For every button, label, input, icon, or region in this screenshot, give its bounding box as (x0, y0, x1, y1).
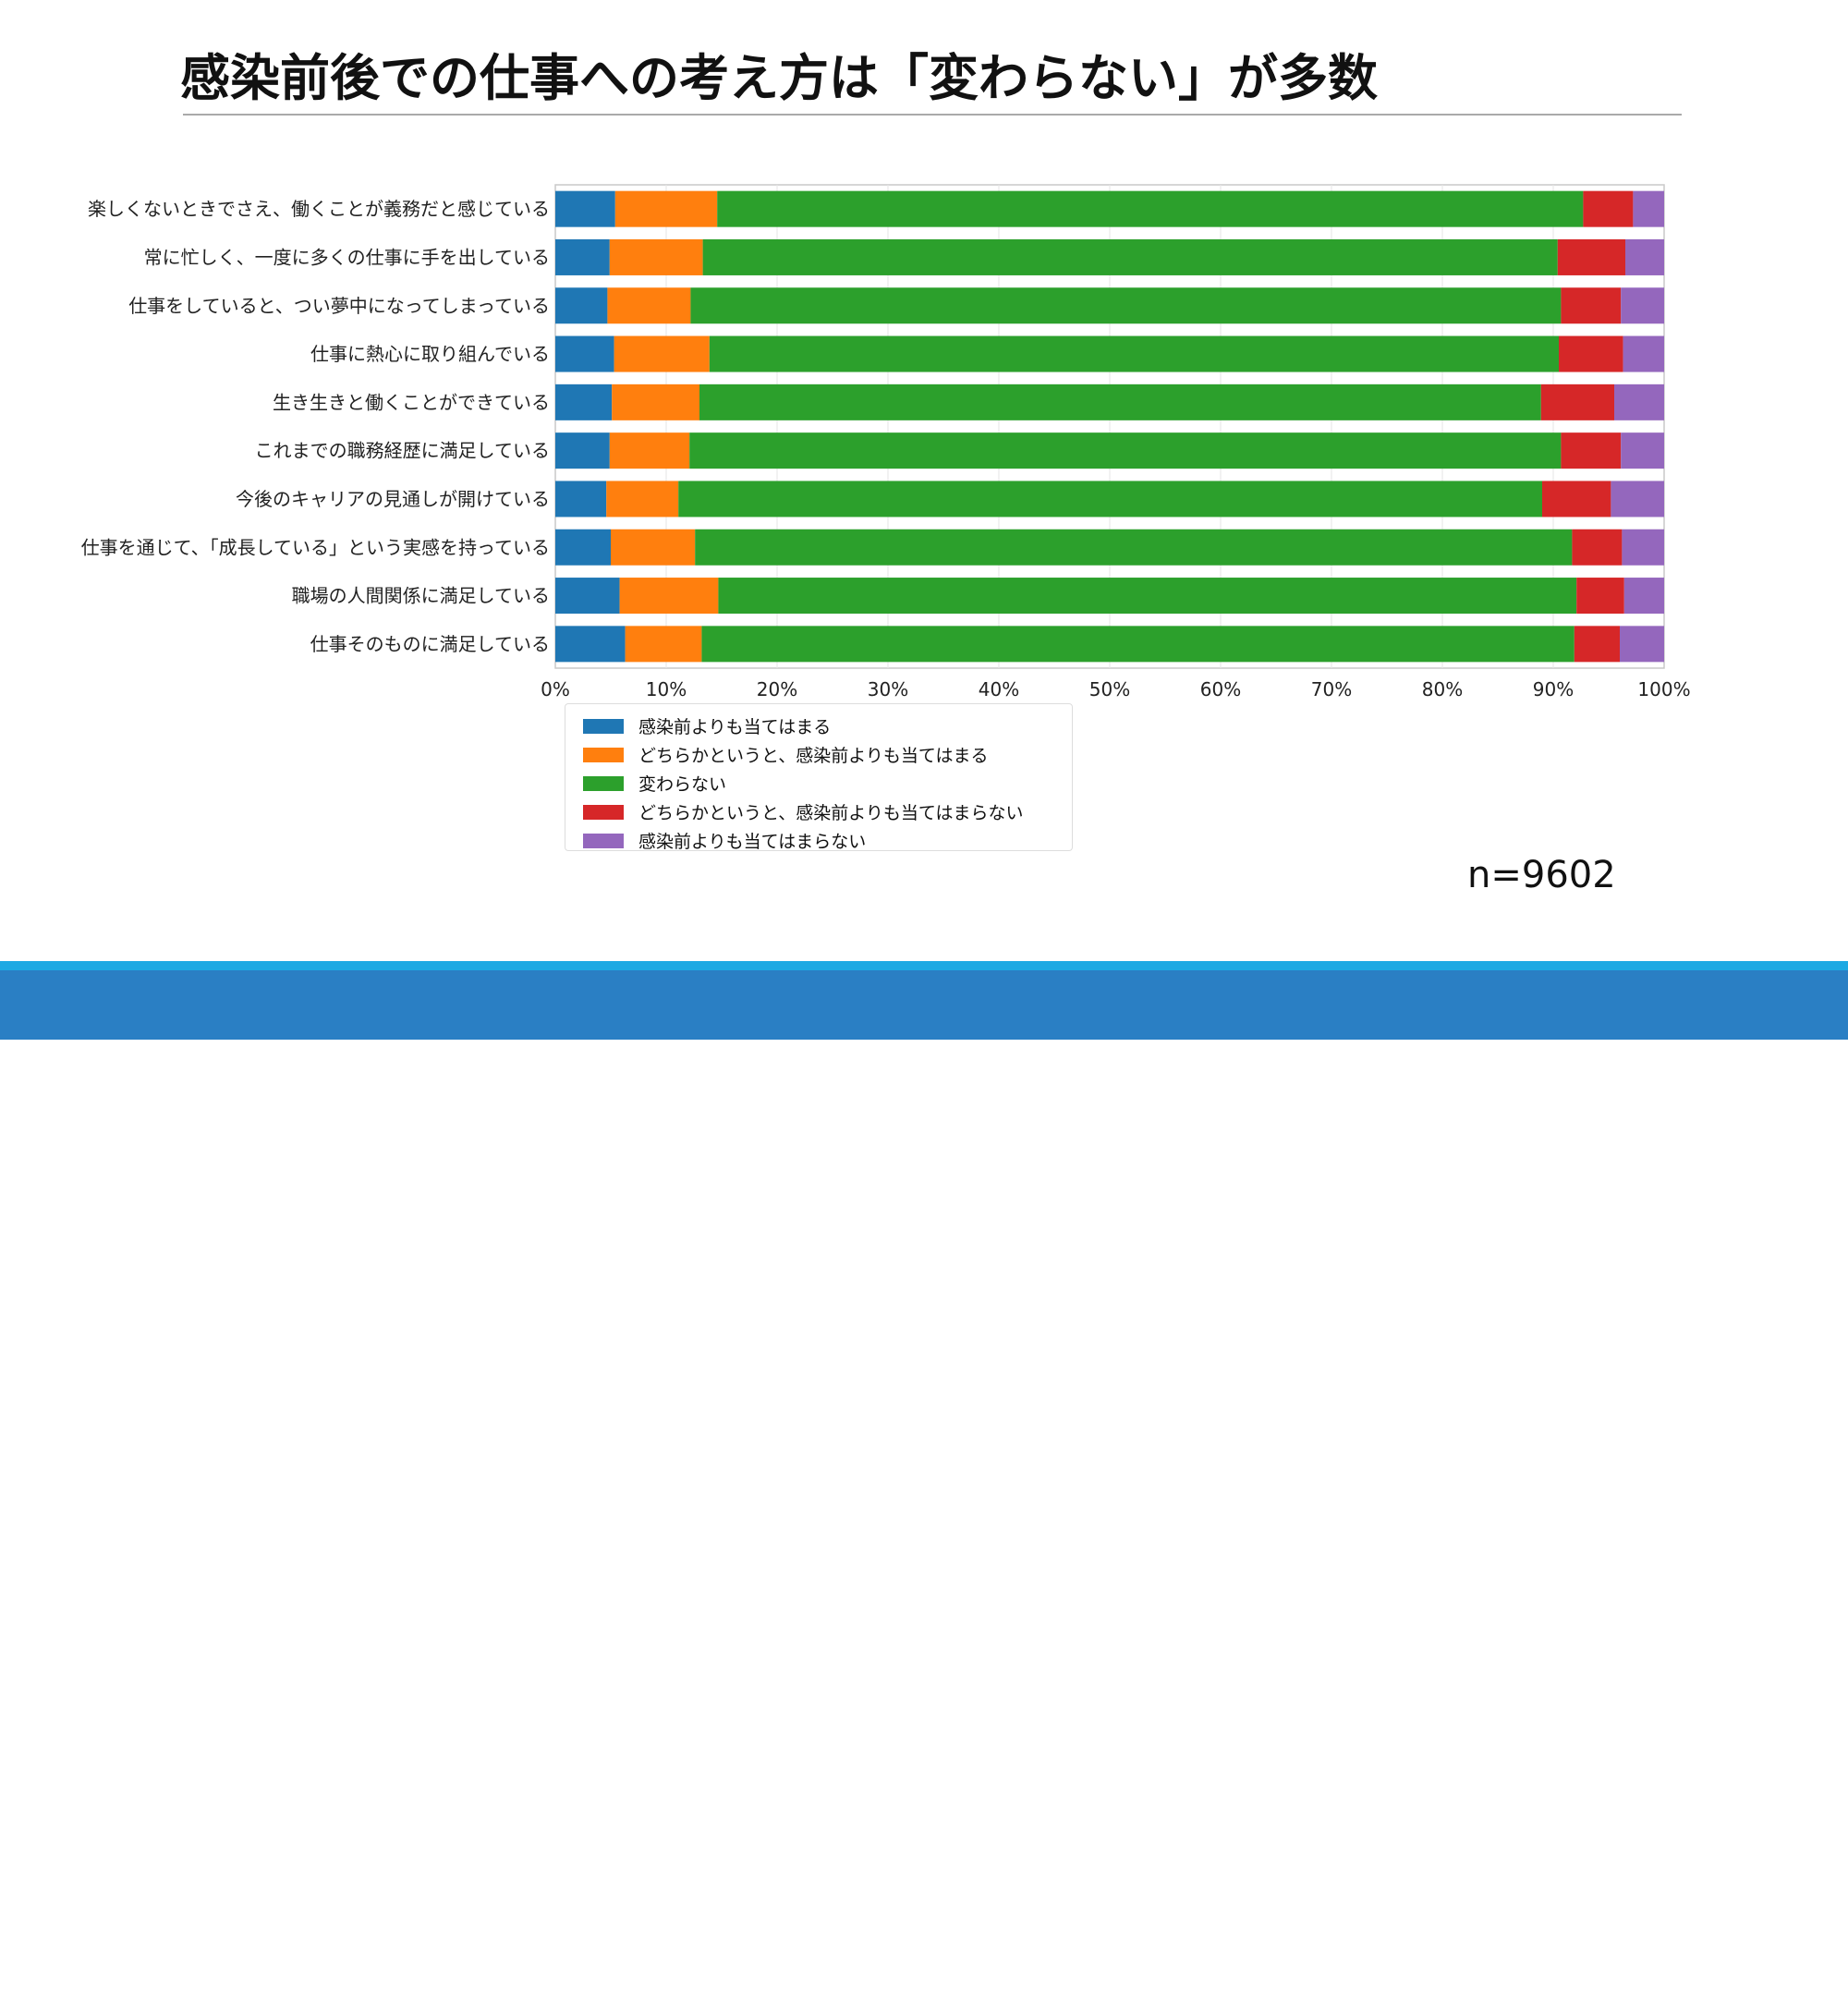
bar-segment (717, 190, 1584, 227)
bar-segment (1576, 578, 1624, 615)
bar-segment (702, 238, 1558, 275)
x-tick-label: 10% (646, 678, 687, 700)
legend-swatch (583, 718, 624, 734)
axis-layer: 0% 10% 20% 30% 40% 50% 60% 70% 80% 90% 100% 楽しくないとき… (81, 198, 1691, 700)
x-tick-label: 50% (1089, 678, 1130, 700)
bar-segment (701, 626, 1574, 663)
footer-accent-line (0, 961, 1848, 970)
bar-segment (690, 287, 1562, 324)
x-tick-label: 30% (868, 678, 908, 700)
bar-segment (1574, 626, 1620, 663)
bar-segment (1633, 190, 1664, 227)
y-category-label: 仕事に熱心に取り組んでいる (310, 343, 550, 365)
bar-segment (1625, 238, 1664, 275)
bar-segment (555, 481, 607, 518)
bar-segment (555, 578, 620, 615)
bar-segment (1623, 578, 1664, 615)
bar-segment (614, 190, 718, 227)
legend-swatch (583, 775, 624, 791)
bar-segment (555, 529, 611, 566)
bar-segment (695, 529, 1573, 566)
bar-segment (555, 287, 608, 324)
y-category-label: 仕事を通じて、「成長している」という実感を持っている (81, 536, 550, 558)
bar-segment (607, 287, 691, 324)
slide-title: 感染前後での仕事への考え方は「変わらない」が多数 (180, 49, 1378, 107)
y-category-label: 仕事をしていると、つい夢中になってしまっている (128, 295, 550, 317)
x-tick-label: 70% (1311, 678, 1352, 700)
legend-swatch (583, 833, 624, 848)
page-number: 50 (1642, 1960, 1686, 1997)
y-category-label: 生き生きと働くことができている (273, 391, 550, 413)
stacked-bar-chart: 0% 10% 20% 30% 40% 50% 60% 70% 80% 90% 100% 楽しくないとき… (81, 184, 1691, 700)
legend-label: どちらかというと、感染前よりも当てはまらない (638, 803, 1024, 823)
y-category-label: 今後のキャリアの見通しが開けている (236, 488, 550, 510)
footer-bar: 50 (0, 970, 1848, 1997)
legend-swatch (583, 747, 624, 762)
x-tick-label: 90% (1533, 678, 1574, 700)
bar-segment (689, 432, 1562, 469)
bar-segment (1611, 481, 1664, 518)
x-tick-label: 80% (1422, 678, 1463, 700)
bar-segment (1614, 384, 1664, 420)
bar-segment (1557, 238, 1625, 275)
sample-size-label: n=9602 (1467, 854, 1616, 896)
bar-segment (1621, 432, 1664, 469)
legend-item: どちらかというと、感染前よりも当てはまらない (573, 798, 1072, 826)
bar-segment (555, 432, 610, 469)
bar-segment (1621, 287, 1664, 324)
bar-layer (555, 190, 1664, 663)
x-tick-label: 40% (979, 678, 1019, 700)
bar-segment (1559, 335, 1623, 372)
bar-segment (1620, 626, 1664, 663)
y-category-label: 職場の人間関係に満足している (292, 585, 550, 607)
bar-segment (1623, 335, 1664, 372)
legend-label: 感染前よりも当てはまらない (638, 832, 867, 852)
bar-segment (625, 626, 702, 663)
legend-item: 変わらない (573, 769, 1072, 798)
bar-segment (1540, 384, 1614, 420)
bar-segment (718, 578, 1577, 615)
bar-segment (678, 481, 1542, 518)
title-divider (183, 114, 1682, 116)
bar-segment (555, 335, 614, 372)
bar-segment (1542, 481, 1611, 518)
bar-segment (709, 335, 1559, 372)
y-category-label: 楽しくないときでさえ、働くことが義務だと感じている (88, 198, 550, 220)
legend-swatch (583, 804, 624, 820)
bar-segment (555, 384, 613, 420)
bar-segment (1572, 529, 1623, 566)
bar-segment (609, 238, 703, 275)
bar-segment (555, 238, 610, 275)
legend-item: 感染前よりも当てはまらない (573, 826, 1072, 855)
legend-label: 感染前よりも当てはまる (638, 717, 832, 737)
y-category-label: これまでの職務経歴に満足している (255, 440, 550, 462)
bar-segment (611, 529, 696, 566)
bar-segment (612, 384, 699, 420)
x-tick-label: 60% (1200, 678, 1241, 700)
bar-segment (1583, 190, 1634, 227)
bar-segment (614, 335, 710, 372)
bar-segment (1561, 432, 1622, 469)
y-category-label: 仕事そのものに満足している (310, 633, 550, 655)
bar-segment (555, 626, 626, 663)
bar-segment (1561, 287, 1622, 324)
legend-item: どちらかというと、感染前よりも当てはまる (573, 740, 1072, 769)
x-tick-label: 0% (541, 678, 570, 700)
bar-segment (606, 481, 679, 518)
y-category-label: 常に忙しく、一度に多くの仕事に手を出している (144, 246, 550, 268)
legend-label: どちらかというと、感染前よりも当てはまる (638, 746, 989, 766)
bar-segment (1622, 529, 1664, 566)
x-tick-label: 100% (1637, 678, 1690, 700)
legend-item: 感染前よりも当てはまる (573, 712, 1072, 740)
bar-segment (555, 190, 615, 227)
legend-label: 変わらない (638, 774, 727, 795)
bar-segment (609, 432, 690, 469)
bar-segment (699, 384, 1541, 420)
chart-legend: 感染前よりも当てはまる どちらかというと、感染前よりも当てはまる 変わらない ど… (565, 703, 1073, 852)
bar-segment (619, 578, 719, 615)
x-tick-label: 20% (757, 678, 797, 700)
